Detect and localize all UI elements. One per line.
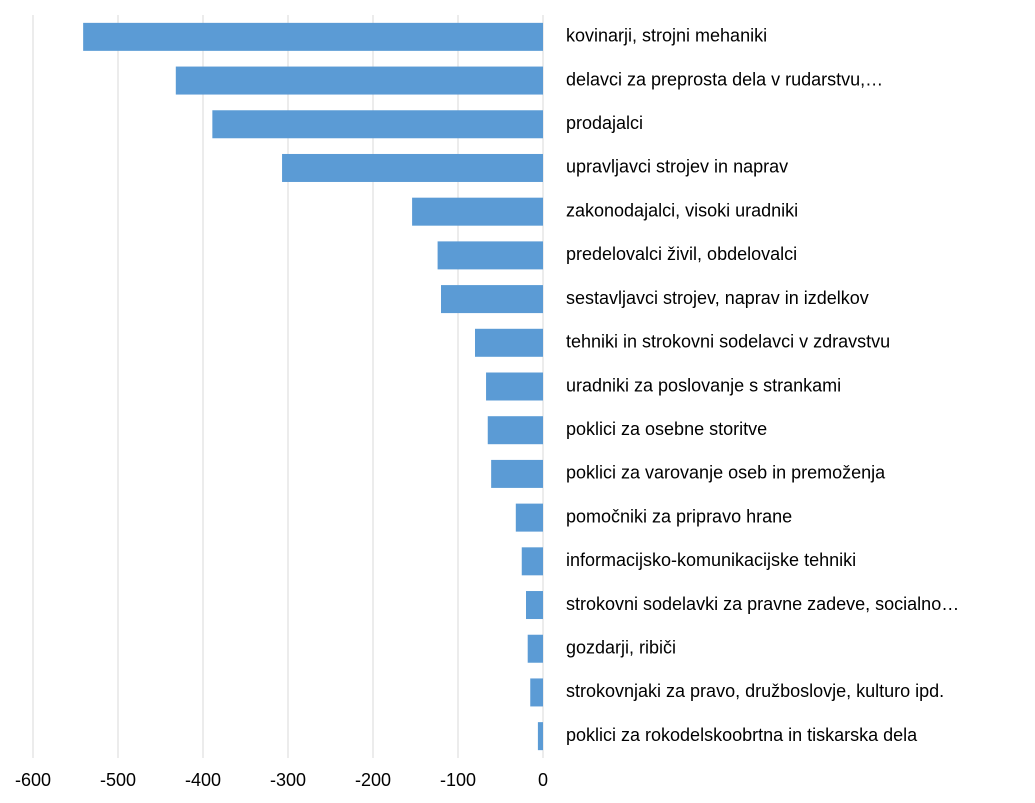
bar: [527, 634, 543, 663]
y-tick-label: delavci za preprosta dela v rudarstvu,…: [566, 69, 883, 89]
bar: [486, 372, 543, 401]
y-tick-label: pomočniki za pripravo hrane: [566, 506, 792, 526]
bar: [526, 591, 543, 620]
y-tick-label: gozdarji, ribiči: [566, 637, 676, 657]
bar: [441, 285, 543, 314]
y-tick-label: tehniki in strokovni sodelavci v zdravst…: [566, 332, 890, 352]
x-tick-label: -500: [100, 770, 136, 790]
bar: [175, 66, 544, 95]
y-tick-label: kovinarji, strojni mehaniki: [566, 26, 767, 46]
bar: [83, 22, 544, 51]
y-tick-label: poklici za varovanje oseb in premoženja: [566, 463, 886, 483]
bar: [515, 503, 543, 532]
y-tick-label: strokovni sodelavki za pravne zadeve, so…: [566, 594, 959, 614]
bar: [521, 547, 543, 576]
y-tick-label: zakonodajalci, visoki uradniki: [566, 200, 798, 220]
bar: [491, 459, 543, 488]
x-tick-label: -600: [15, 770, 51, 790]
bar: [487, 416, 543, 445]
y-tick-label: sestavljavci strojev, naprav in izdelkov: [566, 288, 869, 308]
bar: [212, 110, 543, 139]
bar: [437, 241, 543, 270]
x-tick-label: 0: [538, 770, 548, 790]
y-tick-label: uradniki za poslovanje s strankami: [566, 375, 841, 395]
y-tick-label: upravljavci strojev in naprav: [566, 157, 788, 177]
y-tick-label: prodajalci: [566, 113, 643, 133]
x-tick-label: -300: [270, 770, 306, 790]
x-tick-label: -400: [185, 770, 221, 790]
y-tick-label: informacijsko-komunikacijske tehniki: [566, 550, 856, 570]
bar: [530, 678, 543, 707]
bar: [282, 153, 543, 182]
x-tick-label: -100: [440, 770, 476, 790]
y-tick-label: strokovnjaki za pravo, družboslovje, kul…: [566, 681, 944, 701]
bar: [537, 722, 543, 751]
y-tick-label: poklici za rokodelskoobrtna in tiskarska…: [566, 725, 918, 745]
bar: [412, 197, 543, 226]
bar: [475, 328, 543, 357]
x-tick-label: -200: [355, 770, 391, 790]
y-tick-label: poklici za osebne storitve: [566, 419, 767, 439]
y-tick-label: predelovalci živil, obdelovalci: [566, 244, 797, 264]
